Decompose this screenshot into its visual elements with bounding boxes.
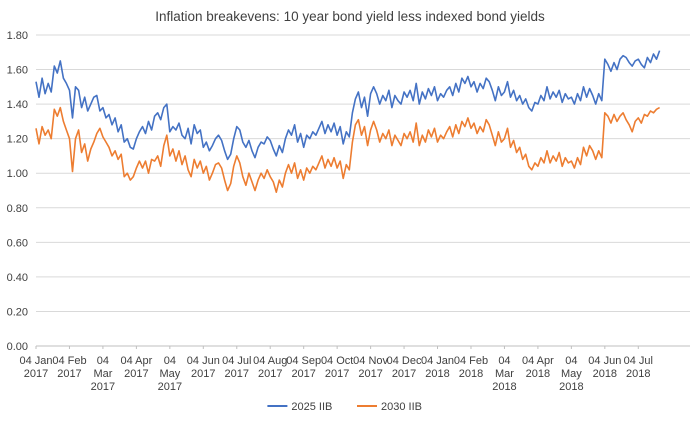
chart-title: Inflation breakevens: 10 year bond yield… [155,9,545,24]
y-tick-label: 1.60 [7,65,28,77]
x-tick-label: 04 Mar 2017 [91,355,115,393]
legend-label: 2025 IIB [291,401,332,413]
x-tick-label: 04 Oct 2017 [321,355,353,380]
x-tick-label: 04 May 2017 [158,355,182,393]
x-tick-label: 04 Feb 2018 [454,355,488,380]
y-axis: 0.00 0.20 0.40 0.60 0.80 1.00 1.20 1.40 1.60 1.80 [7,30,28,353]
x-tick-label: 04 May 2018 [559,355,583,393]
x-tick-label: 04 Jul 2018 [624,355,653,380]
x-tick-label: 04 Sep 2017 [286,355,321,380]
x-tick-label: 04 Mar 2018 [492,355,516,393]
x-tick-label: 04 Nov 2017 [353,355,388,380]
legend-label: 2030 IIB [381,401,422,413]
series-line-2 [35,106,660,193]
y-tick-label: 1.00 [7,168,28,180]
x-tick-label: 04 Jun 2017 [187,355,220,380]
series-line-1 [35,50,661,161]
x-tick-label: 04 Jul 2017 [222,355,251,380]
y-tick-label: 1.20 [7,134,28,146]
x-tick-label: 04 Dec 2017 [387,355,422,380]
y-tick-label: 0.40 [7,272,28,284]
y-tick-label: 0.00 [7,341,28,353]
y-tick-label: 1.40 [7,99,28,111]
y-tick-label: 0.60 [7,237,28,249]
x-tick-label: 04 Apr 2017 [120,355,152,380]
x-tick-label: 04 Jan 2018 [421,355,454,380]
y-tick-label: 0.80 [7,203,28,215]
x-tick-label: 04 Aug 2017 [253,355,287,380]
series-lines [35,50,661,193]
x-tick-label: 04 Jun 2018 [588,355,621,380]
y-tick-label: 0.20 [7,306,28,318]
gridlines [36,34,690,347]
x-tick-label: 04 Apr 2018 [522,355,554,380]
x-tick-label: 04 Feb 2017 [52,355,86,380]
x-tick-label: 04 Jan 2017 [19,355,52,380]
legend: 2025 IIB 2030 IIB [267,401,422,413]
y-tick-label: 1.80 [7,30,28,42]
